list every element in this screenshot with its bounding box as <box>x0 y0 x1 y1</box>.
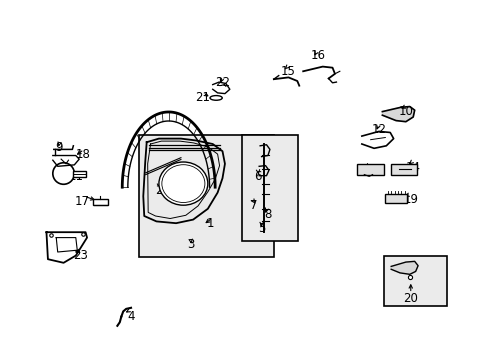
Ellipse shape <box>162 165 204 202</box>
Text: 4: 4 <box>127 310 135 323</box>
Bar <box>242 135 298 241</box>
Bar <box>383 256 447 306</box>
Ellipse shape <box>210 96 222 100</box>
Text: 23: 23 <box>73 249 88 262</box>
Text: 14: 14 <box>405 161 420 174</box>
Bar <box>73 171 85 177</box>
Text: 18: 18 <box>76 148 90 161</box>
Bar <box>93 199 107 205</box>
Bar <box>390 164 416 175</box>
Bar <box>139 135 273 257</box>
Bar <box>385 194 407 203</box>
Text: 11: 11 <box>68 170 83 183</box>
Text: 22: 22 <box>215 76 229 89</box>
Text: 21: 21 <box>195 91 210 104</box>
Polygon shape <box>382 107 414 122</box>
Polygon shape <box>390 261 417 274</box>
Circle shape <box>53 163 74 184</box>
Text: 17: 17 <box>75 195 89 208</box>
Text: 13: 13 <box>356 163 371 176</box>
Text: 3: 3 <box>186 238 194 251</box>
Text: 16: 16 <box>310 49 325 62</box>
Text: 7: 7 <box>249 199 257 212</box>
Bar <box>356 164 383 175</box>
Text: 2: 2 <box>155 184 163 197</box>
Text: 10: 10 <box>398 105 412 118</box>
Text: 1: 1 <box>206 217 214 230</box>
Text: 15: 15 <box>281 65 295 78</box>
Ellipse shape <box>159 162 207 205</box>
Text: 20: 20 <box>403 292 417 305</box>
Text: 5: 5 <box>257 222 265 235</box>
Text: 12: 12 <box>371 123 386 136</box>
Text: 8: 8 <box>264 208 271 221</box>
Text: 9: 9 <box>55 141 62 154</box>
Text: 6: 6 <box>254 170 262 183</box>
Text: 19: 19 <box>403 193 417 206</box>
